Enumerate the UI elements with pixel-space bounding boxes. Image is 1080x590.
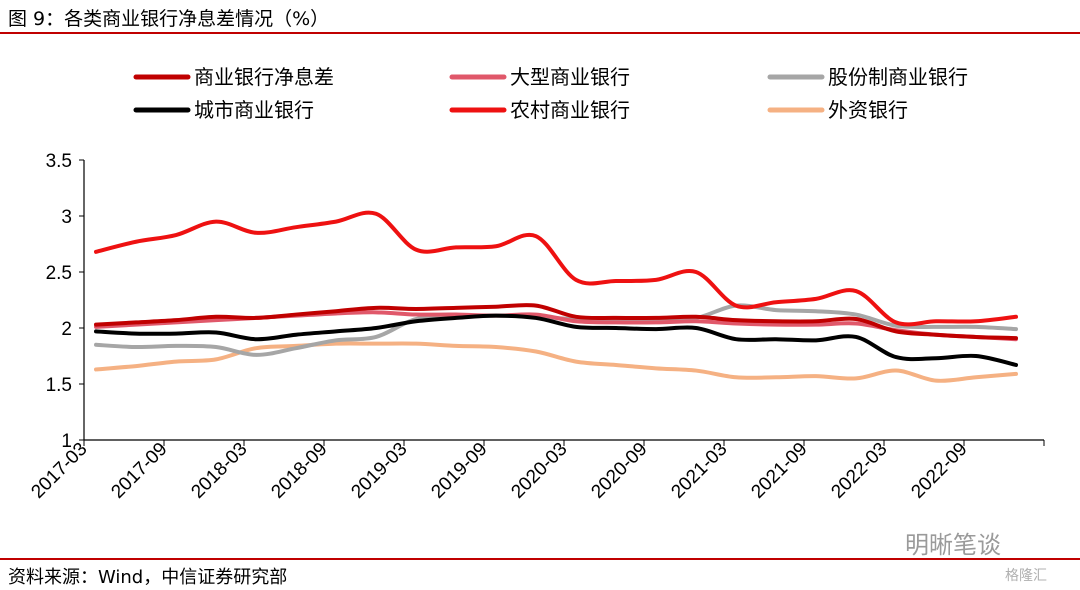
y-tick-label: 1 [61, 431, 72, 452]
x-tick-label: 2022-03 [827, 439, 891, 503]
legend-label: 大型商业银行 [510, 65, 630, 89]
legend-label: 商业银行净息差 [194, 65, 334, 89]
x-tick-label: 2022-09 [907, 439, 971, 503]
x-tick-label: 2017-09 [107, 439, 171, 503]
x-tick-label: 2021-03 [667, 439, 731, 503]
legend-label: 外资银行 [828, 98, 908, 122]
series-line-4 [94, 210, 1018, 327]
x-tick-label: 2019-03 [347, 439, 411, 503]
y-tick-label: 2.5 [46, 263, 72, 284]
x-tick-label: 2021-09 [747, 439, 811, 503]
legend-label: 城市商业银行 [194, 98, 314, 122]
legend-label: 股份制商业银行 [828, 65, 968, 89]
figure-title: 图 9：各类商业银行净息差情况（%） [8, 8, 330, 30]
series-group [94, 210, 1018, 383]
y-axis: 1 1.5 2 2.5 3 3.5 [46, 151, 85, 452]
y-tick-label: 1.5 [46, 375, 72, 396]
series-line-3 [94, 313, 1018, 367]
x-tick-label: 2018-03 [187, 439, 251, 503]
series-line-5 [94, 341, 1018, 383]
bottom-rule [0, 558, 1080, 560]
y-tick-label: 2 [61, 319, 72, 340]
x-axis: 2017-03 2017-09 2018-03 2018-09 2019-03 2019-… [27, 439, 1045, 503]
source-note: 资料来源：Wind，中信证券研究部 [8, 567, 288, 588]
x-tick-label: 2020-09 [587, 439, 651, 503]
x-tick-label: 2018-09 [267, 439, 331, 503]
series-line-0 [94, 303, 1018, 341]
y-tick-label: 3 [61, 207, 72, 228]
x-tick-label: 2017-03 [27, 439, 91, 503]
x-tick-label: 2020-03 [507, 439, 571, 503]
x-tick-label: 2019-09 [427, 439, 491, 503]
corner-watermark: 格隆汇 [1005, 568, 1047, 584]
top-rule [0, 32, 1080, 34]
watermark-text: 明晰笔谈 [905, 531, 1001, 559]
legend-label: 农村商业银行 [510, 98, 630, 122]
y-tick-label: 3.5 [46, 151, 72, 172]
